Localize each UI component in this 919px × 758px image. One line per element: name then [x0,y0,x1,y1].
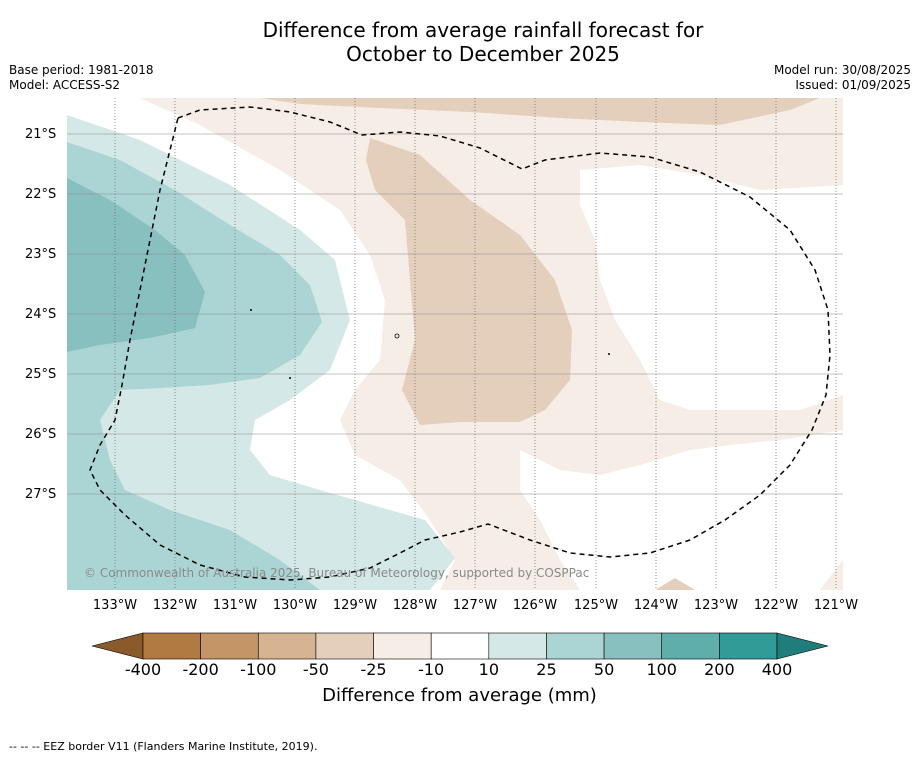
lon-label: 129°W [332,598,378,613]
contour-brown-top [260,98,820,125]
colorbar-tick-label: -100 [240,660,277,679]
colorbar-tick-label: -50 [302,660,329,679]
island-mark [394,333,400,339]
lat-label: 22°S [25,187,57,202]
copyright-text: © Commonwealth of Australia 2025, Bureau… [84,566,590,580]
colorbar-segment [142,632,201,660]
colorbar-segment [373,632,432,660]
lat-label: 23°S [25,247,57,262]
island-mark [608,353,610,355]
colorbar-segment [257,632,317,660]
lon-label: 121°W [813,598,859,613]
colorbar-segment [546,632,605,660]
map-title: Difference from average rainfall forecas… [0,18,919,66]
colorbar-tick-label: -10 [418,660,445,679]
map-area [67,98,843,590]
island-mark [250,309,252,311]
lon-label: 127°W [452,598,498,613]
issued-date: Issued: 01/09/2025 [795,78,911,92]
colorbar-extend-high [776,632,829,660]
model-name: Model: ACCESS-S2 [9,78,121,92]
lon-label: 122°W [753,598,799,613]
colorbar-title: Difference from average (mm) [322,685,597,706]
colorbar-tick-label: -200 [182,660,219,679]
colorbar-tick-label: 100 [646,660,677,679]
lat-label: 25°S [25,367,57,382]
contour-white-east [580,165,843,410]
lon-label: 131°W [212,598,258,613]
colorbar-tick-label: -400 [124,660,162,679]
lon-label: 130°W [272,598,318,613]
contour-brown-bottom [655,578,695,590]
graticule [114,98,837,590]
contour-white-south [520,430,843,590]
lon-label: 133°W [92,598,138,613]
colorbar-segment [200,632,259,660]
colorbar-tick-label: 10 [478,660,499,679]
colorbar-segment [430,632,490,660]
lat-label: 21°S [25,127,57,142]
contour-green-50-100 [67,178,205,352]
colorbar-segment [661,632,720,660]
colorbar-tick-label: 400 [761,660,793,679]
colorbar-segment [315,632,374,660]
lat-label: 24°S [25,307,57,322]
lon-label: 123°W [693,598,739,613]
contour-brown-center [366,138,572,425]
island-mark [289,377,291,379]
meta-left: Base period: 1981-2018 Model: ACCESS-S2 [9,63,154,93]
lon-label: 132°W [152,598,198,613]
model-run: Model run: 30/08/2025 [773,63,911,77]
lat-label: 26°S [25,427,57,442]
meta-right: Model run: 30/08/2025 Issued: 01/09/2025 [774,63,911,93]
latitude-lines [67,133,843,495]
colorbar-segment [488,632,547,660]
colorbar-tick-label: 25 [536,660,557,679]
colorbar-tick-label: -25 [360,660,387,679]
colorbar-tick-label: 200 [704,660,735,679]
colorbar-tick-label: 50 [593,660,615,679]
lon-label: 126°W [512,598,558,613]
title-line-1: Difference from average rainfall forecas… [262,18,704,42]
colorbar [91,632,829,660]
colorbar-segment [603,632,663,660]
eez-border [89,106,831,581]
colorbar-extend-low [91,632,144,660]
eez-legend-footer: -- -- -- EEZ border V11 (Flanders Marine… [9,740,318,753]
title-line-2: October to December 2025 [346,42,620,66]
colorbar-segment [719,632,778,660]
base-period: Base period: 1981-2018 [9,63,154,77]
lon-label: 128°W [392,598,438,613]
lon-label: 125°W [573,598,619,613]
lat-label: 27°S [25,487,57,502]
lon-label: 124°W [633,598,679,613]
